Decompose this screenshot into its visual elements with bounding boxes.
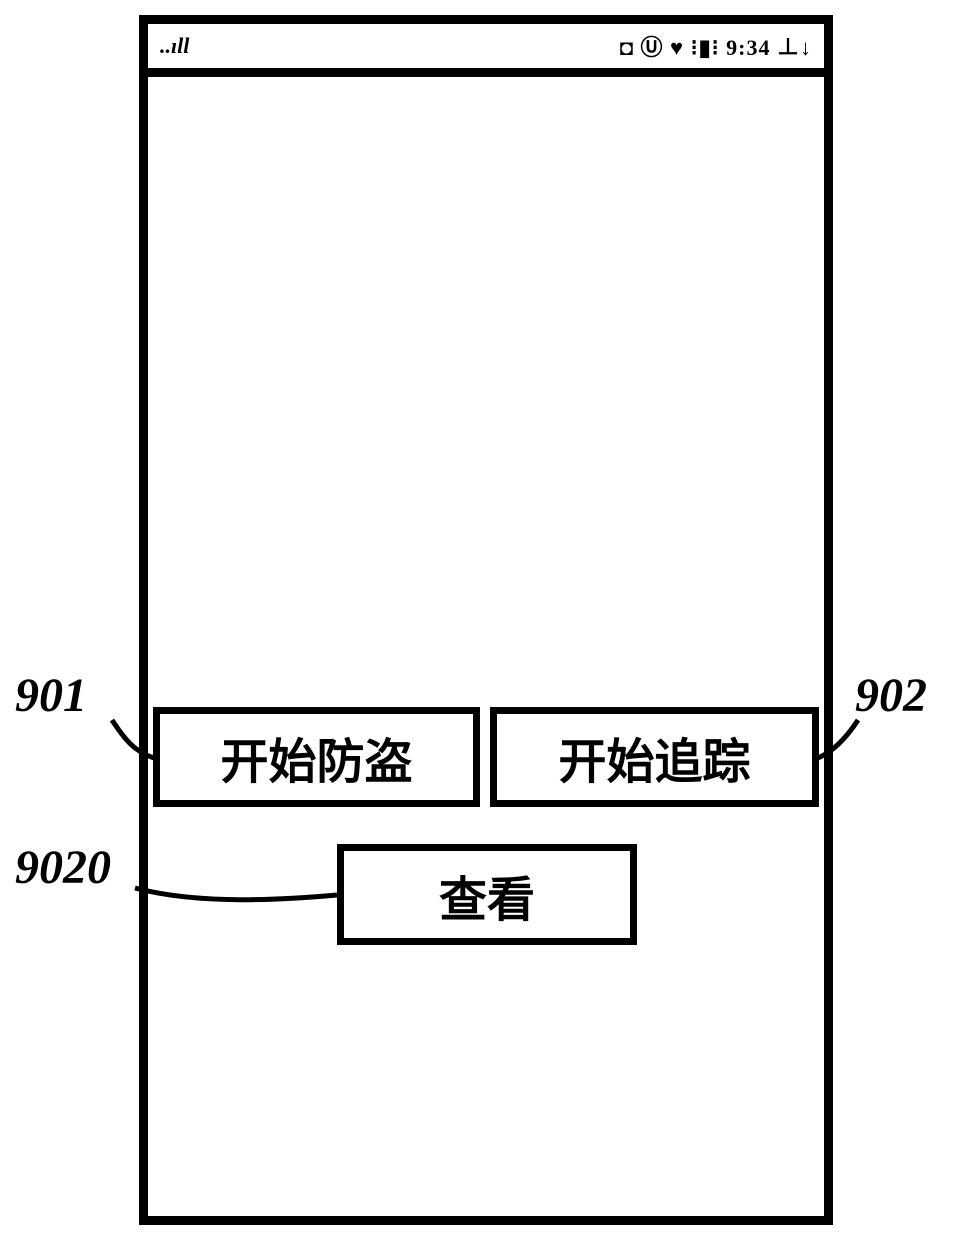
start-tracking-button[interactable]: 开始追踪 xyxy=(490,707,819,807)
status-bar: ..ıll ◘ Ⓤ ♥ ⁝▮⁝ 9:34 ⊥↓ xyxy=(139,15,833,77)
anti-theft-button[interactable]: 开始防盗 xyxy=(153,707,480,807)
diagram-root: ..ıll ◘ Ⓤ ♥ ⁝▮⁝ 9:34 ⊥↓ 开始防盗 开始追踪 查看 901… xyxy=(0,0,964,1236)
status-icons-cluster: ◘ Ⓤ ♥ ⁝▮⁝ 9:34 ⊥↓ xyxy=(620,30,812,62)
view-button[interactable]: 查看 xyxy=(337,844,637,945)
callout-9020-label: 9020 xyxy=(15,840,111,895)
view-label: 查看 xyxy=(439,860,535,930)
callout-902-label: 902 xyxy=(855,668,927,723)
signal-icon: ..ıll xyxy=(160,33,189,59)
callout-901-label: 901 xyxy=(15,668,87,723)
start-tracking-label: 开始追踪 xyxy=(558,722,750,792)
anti-theft-label: 开始防盗 xyxy=(220,722,412,792)
phone-frame xyxy=(139,15,833,1225)
